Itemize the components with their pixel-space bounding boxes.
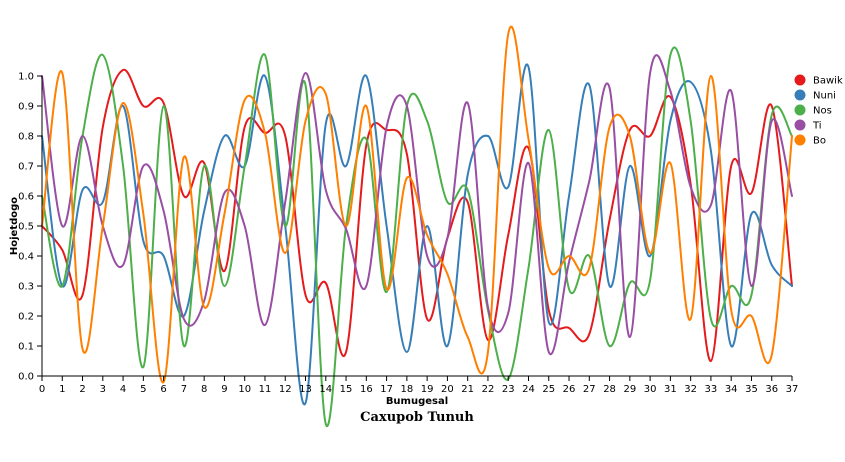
legend-label-nos: Nos <box>813 106 832 117</box>
x-tick-label: 9 <box>221 384 227 395</box>
x-tick-label: 11 <box>259 384 272 395</box>
x-tick-label: 33 <box>705 384 718 395</box>
y-tick-label: 0.9 <box>18 102 34 113</box>
x-tick-label: 27 <box>583 384 596 395</box>
series-line-nos <box>41 46 793 428</box>
x-tick-label: 24 <box>522 384 535 395</box>
series-line-bo <box>41 25 793 384</box>
series-line-ti <box>41 54 793 356</box>
x-tick-label: 4 <box>120 384 126 395</box>
x-axis-ticks: 0 1 2 3 4 5 6 7 8 9 10 11 12 13 14 15 16 17 18 19 20 21 22 23 24… <box>39 376 799 395</box>
x-tick-label: 12 <box>279 384 292 395</box>
x-tick-label: 6 <box>160 384 166 395</box>
x-tick-label: 17 <box>380 384 393 395</box>
y-axis-ticks: 0.0 0.1 0.2 0.3 0.4 0.5 0.6 0.7 0.8 0.9 1.0 <box>18 72 42 383</box>
x-tick-label: 35 <box>745 384 758 395</box>
x-tick-label: 34 <box>725 384 738 395</box>
legend-label-ti: Ti <box>812 121 822 132</box>
x-tick-label: 23 <box>502 384 515 395</box>
x-tick-label: 31 <box>664 384 677 395</box>
legend-swatch-ti <box>794 119 806 131</box>
x-tick-label: 20 <box>441 384 454 395</box>
y-tick-label: 1.0 <box>18 72 34 83</box>
x-tick-label: 8 <box>201 384 207 395</box>
y-tick-label: 0.7 <box>18 162 34 173</box>
legend-label-nuni: Nuni <box>813 91 836 102</box>
legend: Bawik Nuni Nos Ti Bo <box>794 74 843 147</box>
x-tick-label: 37 <box>786 384 799 395</box>
x-tick-label: 32 <box>684 384 697 395</box>
x-tick-label: 14 <box>319 384 332 395</box>
x-tick-label: 30 <box>644 384 657 395</box>
legend-swatch-nuni <box>794 89 806 101</box>
x-tick-label: 2 <box>79 384 85 395</box>
x-tick-label: 26 <box>563 384 576 395</box>
y-tick-label: 0.8 <box>18 132 34 143</box>
series-lines <box>41 25 793 428</box>
x-axis-title: Bumugesal <box>386 396 448 407</box>
x-tick-label: 3 <box>100 384 106 395</box>
series-line-bawik <box>41 68 793 363</box>
x-tick-label: 22 <box>482 384 495 395</box>
legend-swatch-nos <box>794 104 806 116</box>
y-tick-label: 0.6 <box>18 192 34 203</box>
x-tick-label: 10 <box>238 384 251 395</box>
x-tick-label: 0 <box>39 384 45 395</box>
legend-swatch-bo <box>794 134 806 146</box>
legend-label-bawik: Bawik <box>813 76 843 87</box>
y-tick-label: 0.0 <box>18 372 34 383</box>
x-tick-label: 7 <box>181 384 187 395</box>
x-tick-label: 5 <box>140 384 146 395</box>
y-tick-label: 0.2 <box>18 312 34 323</box>
legend-swatch-bawik <box>794 74 806 86</box>
y-axis-title: Hojetdogo <box>9 197 20 255</box>
y-tick-label: 0.1 <box>18 342 34 353</box>
x-tick-label: 13 <box>299 384 312 395</box>
x-tick-label: 28 <box>603 384 616 395</box>
chart-title: Caxupob Tunuh <box>360 410 474 425</box>
x-tick-label: 18 <box>400 384 413 395</box>
axes: 0 1 2 3 4 5 6 7 8 9 10 11 12 13 14 15 16 17 18 19 20 21 22 23 24… <box>18 72 798 396</box>
x-tick-label: 19 <box>421 384 434 395</box>
x-tick-label: 1 <box>59 384 65 395</box>
x-tick-label: 25 <box>542 384 555 395</box>
y-tick-label: 0.5 <box>18 222 34 233</box>
y-tick-label: 0.3 <box>18 282 34 293</box>
x-tick-label: 36 <box>765 384 778 395</box>
legend-label-bo: Bo <box>813 136 826 147</box>
x-tick-label: 16 <box>360 384 373 395</box>
x-tick-label: 15 <box>340 384 353 395</box>
y-tick-label: 0.4 <box>18 252 34 263</box>
x-tick-label: 29 <box>623 384 636 395</box>
x-tick-label: 21 <box>461 384 474 395</box>
